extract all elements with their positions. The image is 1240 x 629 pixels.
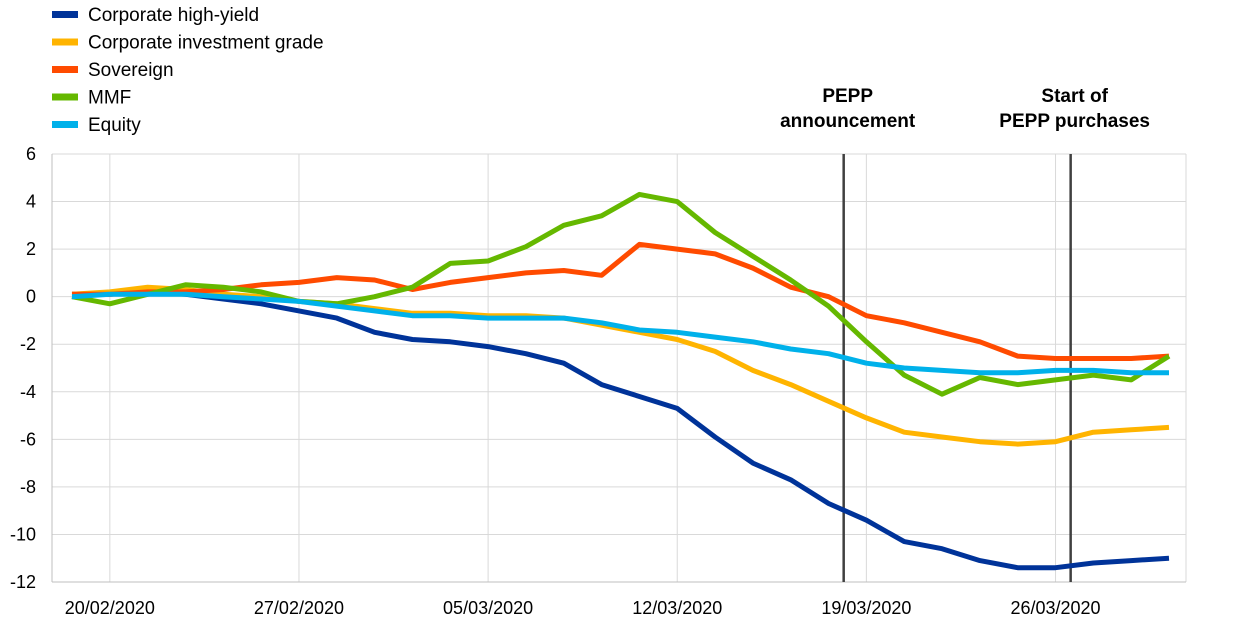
- chart-axes: [51, 154, 1187, 583]
- x-tick-label: 12/03/2020: [632, 598, 722, 618]
- y-tick-label: -10: [10, 524, 36, 544]
- legend-label: Equity: [88, 115, 141, 136]
- y-tick-label: 4: [26, 192, 36, 212]
- y-tick-label: -6: [20, 429, 36, 449]
- x-tick-label: 20/02/2020: [65, 598, 155, 618]
- x-axis-ticks: 20/02/2020 27/02/2020 05/03/2020 12/03/2020…: [65, 598, 1101, 618]
- y-tick-label: -8: [20, 477, 36, 497]
- legend-label: Corporate investment grade: [88, 33, 324, 54]
- x-tick-label: 26/03/2020: [1010, 598, 1100, 618]
- annotation-label: PEPP: [822, 86, 873, 107]
- series-line-sovereign: [72, 241, 1170, 361]
- y-tick-label: 0: [26, 287, 36, 307]
- y-tick-label: 6: [26, 144, 36, 164]
- series-line-corporate-high-yield: [72, 289, 1170, 571]
- x-tick-label: 27/02/2020: [254, 598, 344, 618]
- annotation-label: announcement: [780, 111, 916, 132]
- y-tick-label: -2: [20, 334, 36, 354]
- x-tick-label: 05/03/2020: [443, 598, 533, 618]
- legend-label: Sovereign: [88, 60, 174, 81]
- chart-grid: [52, 153, 1186, 583]
- series-line-equity: [71, 291, 1169, 376]
- annotation-lines: [842, 154, 1072, 582]
- legend-swatch: [52, 121, 78, 128]
- data-series: [71, 191, 1171, 571]
- legend-swatch: [52, 38, 78, 46]
- y-tick-label: 2: [26, 239, 36, 259]
- y-tick-label: -12: [10, 572, 36, 592]
- annotation-label: Start of: [1041, 86, 1108, 107]
- x-tick-label: 19/03/2020: [821, 598, 911, 618]
- annotation-label: PEPP purchases: [999, 111, 1150, 132]
- series-line-mmf: [71, 191, 1171, 397]
- legend: Corporate high-yield Corporate investment…: [52, 5, 324, 136]
- legend-label: Corporate high-yield: [88, 5, 259, 26]
- legend-swatch: [52, 93, 78, 101]
- y-axis-ticks: 6 4 2 0 -2 -4 -6 -8 -10 -12: [10, 144, 36, 592]
- annotations: PEPP announcement Start of PEPP purchases: [780, 86, 1150, 132]
- series-line-corporate-investment-grade: [71, 284, 1170, 447]
- legend-swatch: [52, 66, 78, 73]
- y-tick-label: -4: [20, 382, 36, 402]
- legend-swatch: [52, 11, 78, 18]
- legend-label: MMF: [88, 88, 131, 109]
